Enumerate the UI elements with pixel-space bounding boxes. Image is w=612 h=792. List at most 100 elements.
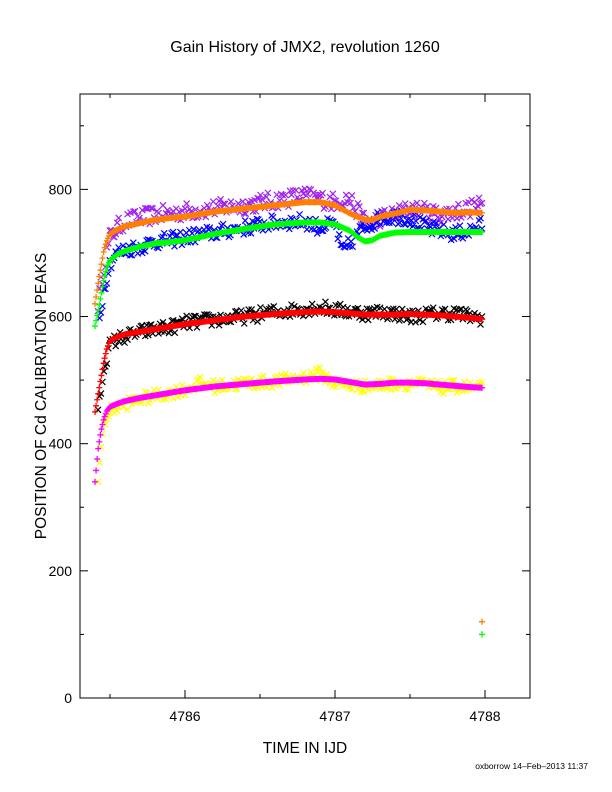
series-4-point <box>429 304 437 312</box>
isolated-point-0 <box>479 618 485 625</box>
x-axis-ticks: 4786 4787 4788 <box>109 94 501 724</box>
series-2-point <box>96 273 103 280</box>
series-6-point <box>478 378 486 386</box>
series-4-point <box>183 312 191 320</box>
series-0-point <box>395 202 403 209</box>
series-4-point <box>257 304 264 311</box>
series-3-point <box>99 283 106 290</box>
series-1-point <box>440 221 448 228</box>
series-1-point <box>371 225 379 233</box>
series-0-point <box>138 206 146 214</box>
series-1-point <box>296 210 304 218</box>
series-6-point <box>307 368 315 376</box>
series-6-point <box>404 386 412 394</box>
series-3-point <box>479 228 485 235</box>
x-tick-label-2: 4788 <box>469 708 500 724</box>
series-1-point <box>477 214 484 222</box>
x-axis-label: TIME IN IJD <box>263 740 347 757</box>
series-5-point <box>100 360 107 367</box>
series-1-point <box>409 222 417 230</box>
series-0-point <box>355 203 363 210</box>
series-5-point <box>98 372 105 379</box>
series-0-point <box>347 199 354 207</box>
series-1-point <box>176 228 184 236</box>
series-5-point <box>95 390 102 397</box>
series-1-point <box>119 242 127 250</box>
series-1-point <box>313 230 321 237</box>
series-2-point <box>101 244 108 251</box>
series-1-point <box>388 219 396 227</box>
y-tick-label-2: 400 <box>49 436 73 452</box>
series-2-point <box>93 293 100 300</box>
series-0-point <box>279 191 287 199</box>
series-3-point <box>101 272 108 279</box>
series-4-point <box>364 316 372 324</box>
series-4-point <box>381 305 388 313</box>
series-4-point <box>254 318 261 326</box>
series-0-point <box>474 202 481 210</box>
series-0-point <box>155 209 162 217</box>
series-4-point <box>419 318 427 326</box>
series-6-point <box>450 376 458 384</box>
series-6-point <box>387 386 394 394</box>
series-6-point <box>113 407 121 415</box>
series-0-point <box>454 200 462 208</box>
series-4-point <box>308 300 316 308</box>
series-5 <box>92 308 485 415</box>
series-2-point <box>479 209 485 216</box>
series-5-point <box>93 402 100 409</box>
series-0-point <box>149 204 157 212</box>
series-0-point <box>251 196 258 204</box>
series-5-point <box>99 366 106 373</box>
series-7-point <box>96 438 103 445</box>
series-0-point <box>227 198 235 206</box>
series-1-point <box>247 229 255 237</box>
series-0-point <box>183 200 191 207</box>
series-6-point <box>218 376 226 384</box>
series-0-point <box>329 190 337 198</box>
series-7-point <box>95 445 102 452</box>
series-4-point <box>322 298 329 306</box>
series-2 <box>92 199 485 307</box>
y-tick-label-3: 600 <box>49 309 73 325</box>
series-5-point <box>92 408 98 415</box>
series-1-point <box>456 222 464 230</box>
series-7-point <box>100 416 107 423</box>
series-1-point <box>115 244 123 251</box>
series-3 <box>92 219 485 330</box>
series-7-point <box>93 467 100 474</box>
series-1-point <box>397 215 405 222</box>
series-4-point <box>248 306 256 313</box>
series-4-point <box>245 306 253 313</box>
isolated-points <box>479 618 485 638</box>
series-4-point <box>262 305 270 313</box>
series-1-point <box>160 229 168 237</box>
series-0-point <box>401 200 409 207</box>
series-4-point <box>171 329 179 337</box>
series-4-point <box>159 318 167 326</box>
series-0-point <box>360 209 368 217</box>
series-2-point <box>97 267 104 274</box>
series-6-point <box>319 368 326 376</box>
series-2-point <box>94 287 101 294</box>
series-0-point <box>115 214 123 222</box>
series-5-point <box>94 396 101 403</box>
x-tick-label-0: 4786 <box>169 708 200 724</box>
y-axis-ticks: 0 200 400 600 800 <box>49 125 530 706</box>
series-0-point <box>348 192 356 199</box>
series-4-point <box>190 312 198 320</box>
series-2-point <box>100 249 107 256</box>
series-6-point <box>196 373 204 381</box>
series-1-point <box>190 225 198 233</box>
series-1-point <box>141 247 149 255</box>
series-1-point <box>172 232 180 239</box>
series-0-point <box>264 189 272 197</box>
y-tick-label-4: 800 <box>49 181 73 197</box>
series-3-point <box>96 301 103 308</box>
series-1-point <box>422 217 430 225</box>
series-6-point <box>348 385 356 393</box>
series-0-point <box>257 191 264 199</box>
series-1-point <box>349 243 356 251</box>
series-4-point <box>477 321 484 328</box>
series-3-point <box>97 295 104 302</box>
